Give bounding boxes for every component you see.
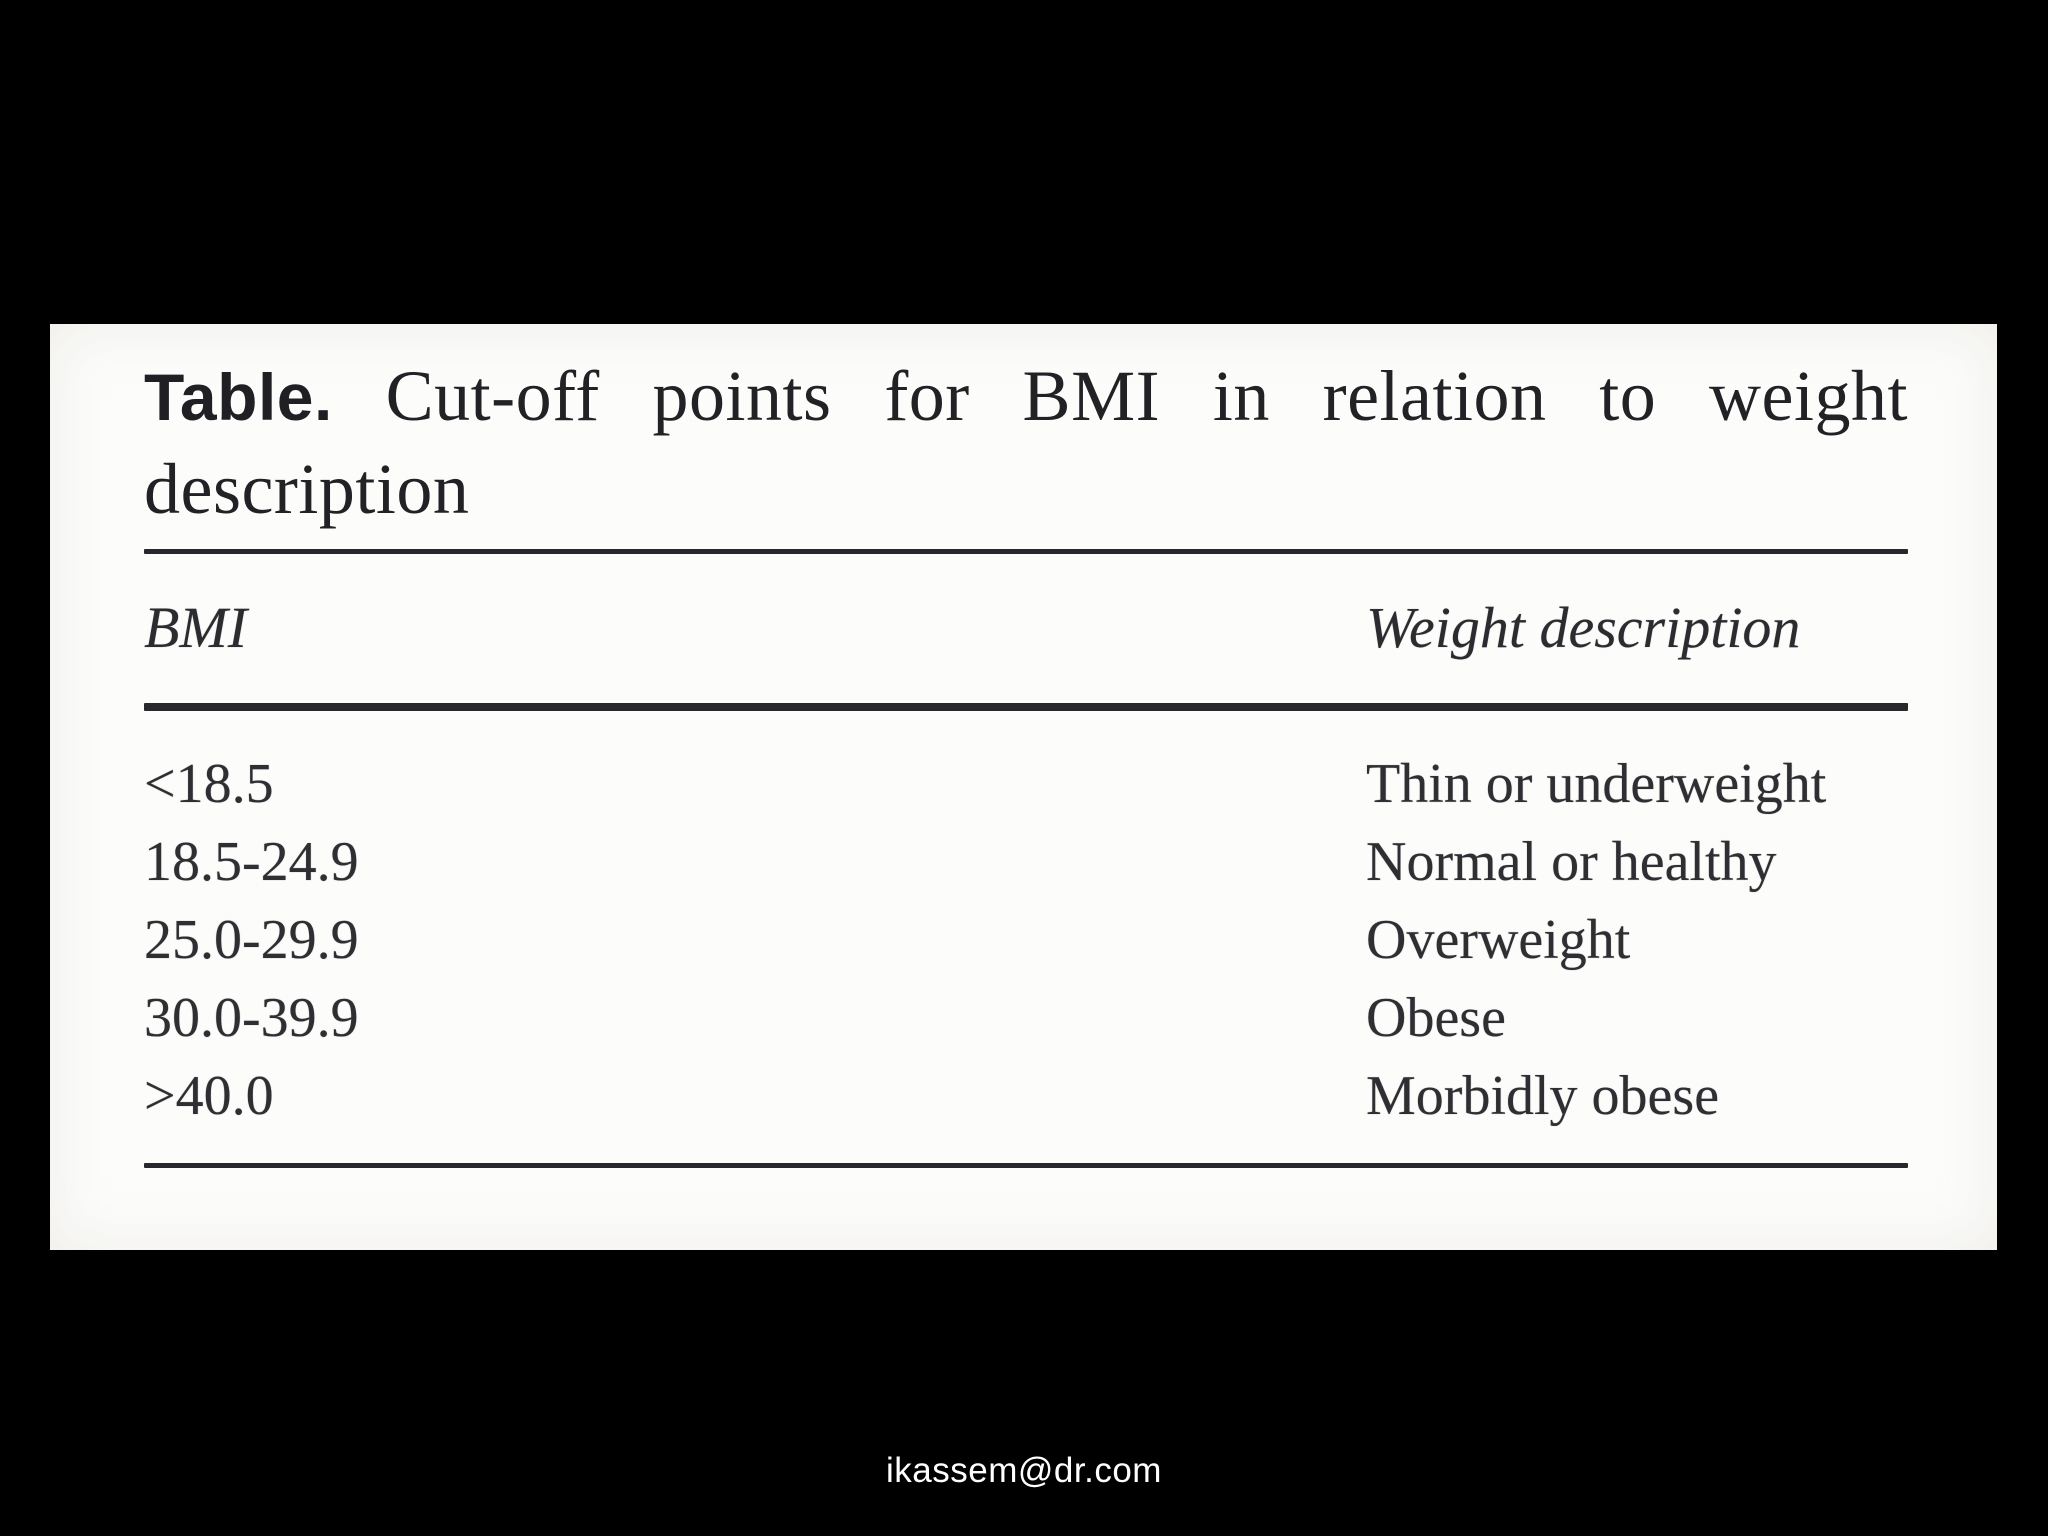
bmi-value: 30.0-39.9 xyxy=(144,987,359,1049)
table-caption-text: Cut-off points for BMI in relation to we… xyxy=(385,356,1909,436)
bmi-value: 25.0-29.9 xyxy=(144,909,359,971)
table-row: >40.0 Morbidly obese xyxy=(144,1057,1908,1135)
table-caption-line2: description xyxy=(144,449,470,529)
bmi-value: >40.0 xyxy=(144,1065,274,1127)
weight-description-value: Thin or underweight xyxy=(1366,753,1827,815)
table-panel: Table. Cut-off points for BMI in relatio… xyxy=(50,324,1997,1250)
column-header-bmi: BMI xyxy=(144,595,248,660)
table-row: 18.5-24.9 Normal or healthy xyxy=(144,823,1908,901)
table-header-rule xyxy=(144,703,1908,711)
table-row: <18.5 Thin or underweight xyxy=(144,745,1908,823)
table-caption-label: Table. xyxy=(144,360,333,434)
table-caption-line1: Table. Cut-off points for BMI in relatio… xyxy=(144,350,1908,443)
table-caption: Table. Cut-off points for BMI in relatio… xyxy=(144,350,1908,535)
bmi-value: <18.5 xyxy=(144,753,274,815)
table-header-row: BMI Weight description xyxy=(144,554,1908,703)
weight-description-value: Morbidly obese xyxy=(1366,1065,1720,1127)
column-header-weight-description: Weight description xyxy=(1366,595,1801,660)
table-bottom-rule xyxy=(144,1163,1908,1168)
table-top-rule xyxy=(144,549,1908,554)
watermark-email: ikassem@dr.com xyxy=(886,1451,1162,1490)
table-row: 30.0-39.9 Obese xyxy=(144,979,1908,1057)
weight-description-value: Obese xyxy=(1366,987,1506,1049)
table-row: 25.0-29.9 Overweight xyxy=(144,901,1908,979)
bmi-value: 18.5-24.9 xyxy=(144,831,359,893)
table-body: <18.5 Thin or underweight 18.5-24.9 Norm… xyxy=(144,711,1908,1163)
weight-description-value: Normal or healthy xyxy=(1366,831,1777,893)
weight-description-value: Overweight xyxy=(1366,909,1631,971)
table-content: Table. Cut-off points for BMI in relatio… xyxy=(144,324,1908,1250)
